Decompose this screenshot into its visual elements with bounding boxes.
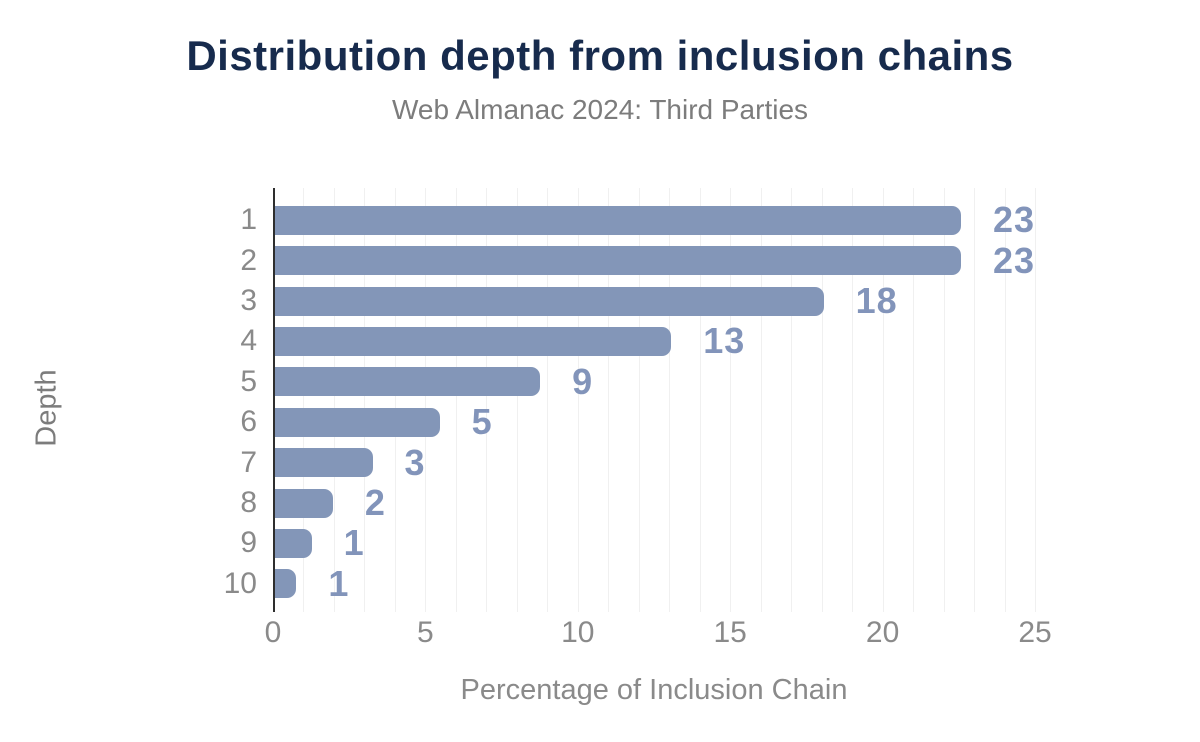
- bar: [275, 286, 824, 316]
- y-tick-label: 4: [240, 324, 257, 358]
- y-tick-label: 6: [240, 405, 257, 439]
- bar: [275, 205, 961, 235]
- bar-row-depth-1: 1 23: [240, 199, 1035, 241]
- gridline: [486, 188, 488, 612]
- bar: [275, 326, 672, 356]
- value-label: 23: [992, 199, 1035, 241]
- y-tick-label: 7: [240, 445, 257, 479]
- gridline: [1004, 188, 1006, 612]
- gridline: [455, 188, 457, 612]
- gridline: [425, 188, 427, 612]
- gridline: [608, 188, 610, 612]
- value-label: 1: [328, 562, 350, 604]
- gridline: [669, 188, 671, 612]
- bar: [275, 407, 440, 437]
- gridline: [547, 188, 549, 612]
- value-label: 18: [855, 280, 898, 322]
- gridline: [303, 188, 305, 612]
- plot-area: 1 23 2 23 3 18 4 13 5 9 6 5 7 3 8 2 9 1 10 1: [224, 188, 1036, 612]
- gridline: [760, 188, 762, 612]
- bar: [275, 569, 297, 599]
- bar: [275, 488, 333, 518]
- x-tick-label: 15: [713, 616, 747, 649]
- gridline: [394, 188, 396, 612]
- y-tick-label: 9: [240, 526, 257, 560]
- gridline: [791, 188, 793, 612]
- gridline: [333, 188, 335, 612]
- bar-row-depth-3: 3 18: [240, 280, 1035, 322]
- bar: [275, 448, 373, 478]
- bar-row-depth-4: 4 13: [240, 320, 1035, 362]
- gridline: [364, 188, 366, 612]
- gridline: [699, 188, 701, 612]
- gridline: [974, 188, 976, 612]
- x-tick-label: 10: [561, 616, 595, 649]
- value-label: 9: [572, 360, 594, 402]
- gridline: [730, 188, 732, 612]
- gridline: [913, 188, 915, 612]
- chart-subtitle: Web Almanac 2024: Third Parties: [391, 94, 809, 125]
- value-label: 2: [364, 482, 386, 524]
- value-label: 5: [471, 401, 493, 443]
- gridline: [577, 188, 579, 612]
- x-tick-label: 20: [865, 616, 900, 649]
- y-axis-title: Depth: [30, 369, 63, 447]
- bar: [275, 246, 961, 276]
- y-tick-label: 3: [240, 284, 257, 318]
- gridline: [638, 188, 640, 612]
- gridline: [1035, 188, 1036, 612]
- gridline: [852, 188, 854, 612]
- bar: [275, 528, 312, 558]
- y-tick-label: 2: [240, 243, 257, 277]
- x-tick-label: 25: [1018, 616, 1052, 649]
- bar-row-depth-10: 10 1: [224, 562, 1035, 604]
- gridline: [821, 188, 823, 612]
- gridline: [943, 188, 945, 612]
- y-tick-label: 8: [240, 486, 257, 520]
- y-tick-label: 10: [223, 566, 257, 600]
- chart-title: Distribution depth from inclusion chains: [186, 32, 1014, 79]
- value-label: 23: [992, 239, 1035, 281]
- y-tick-label: 5: [240, 364, 257, 398]
- value-label: 1: [343, 522, 365, 564]
- bar-row-depth-2: 2 23: [240, 239, 1035, 281]
- gridline: [516, 188, 518, 612]
- value-label: 13: [703, 320, 746, 362]
- x-axis-title: Percentage of Inclusion Chain: [460, 674, 848, 706]
- y-tick-label: 1: [240, 203, 257, 237]
- x-axis: 0 5 10 15 20 25: [265, 616, 1052, 652]
- x-tick-label: 0: [264, 616, 282, 649]
- gridline: [882, 188, 884, 612]
- x-tick-label: 5: [417, 616, 434, 649]
- value-label: 3: [404, 441, 426, 483]
- bar: [275, 367, 541, 397]
